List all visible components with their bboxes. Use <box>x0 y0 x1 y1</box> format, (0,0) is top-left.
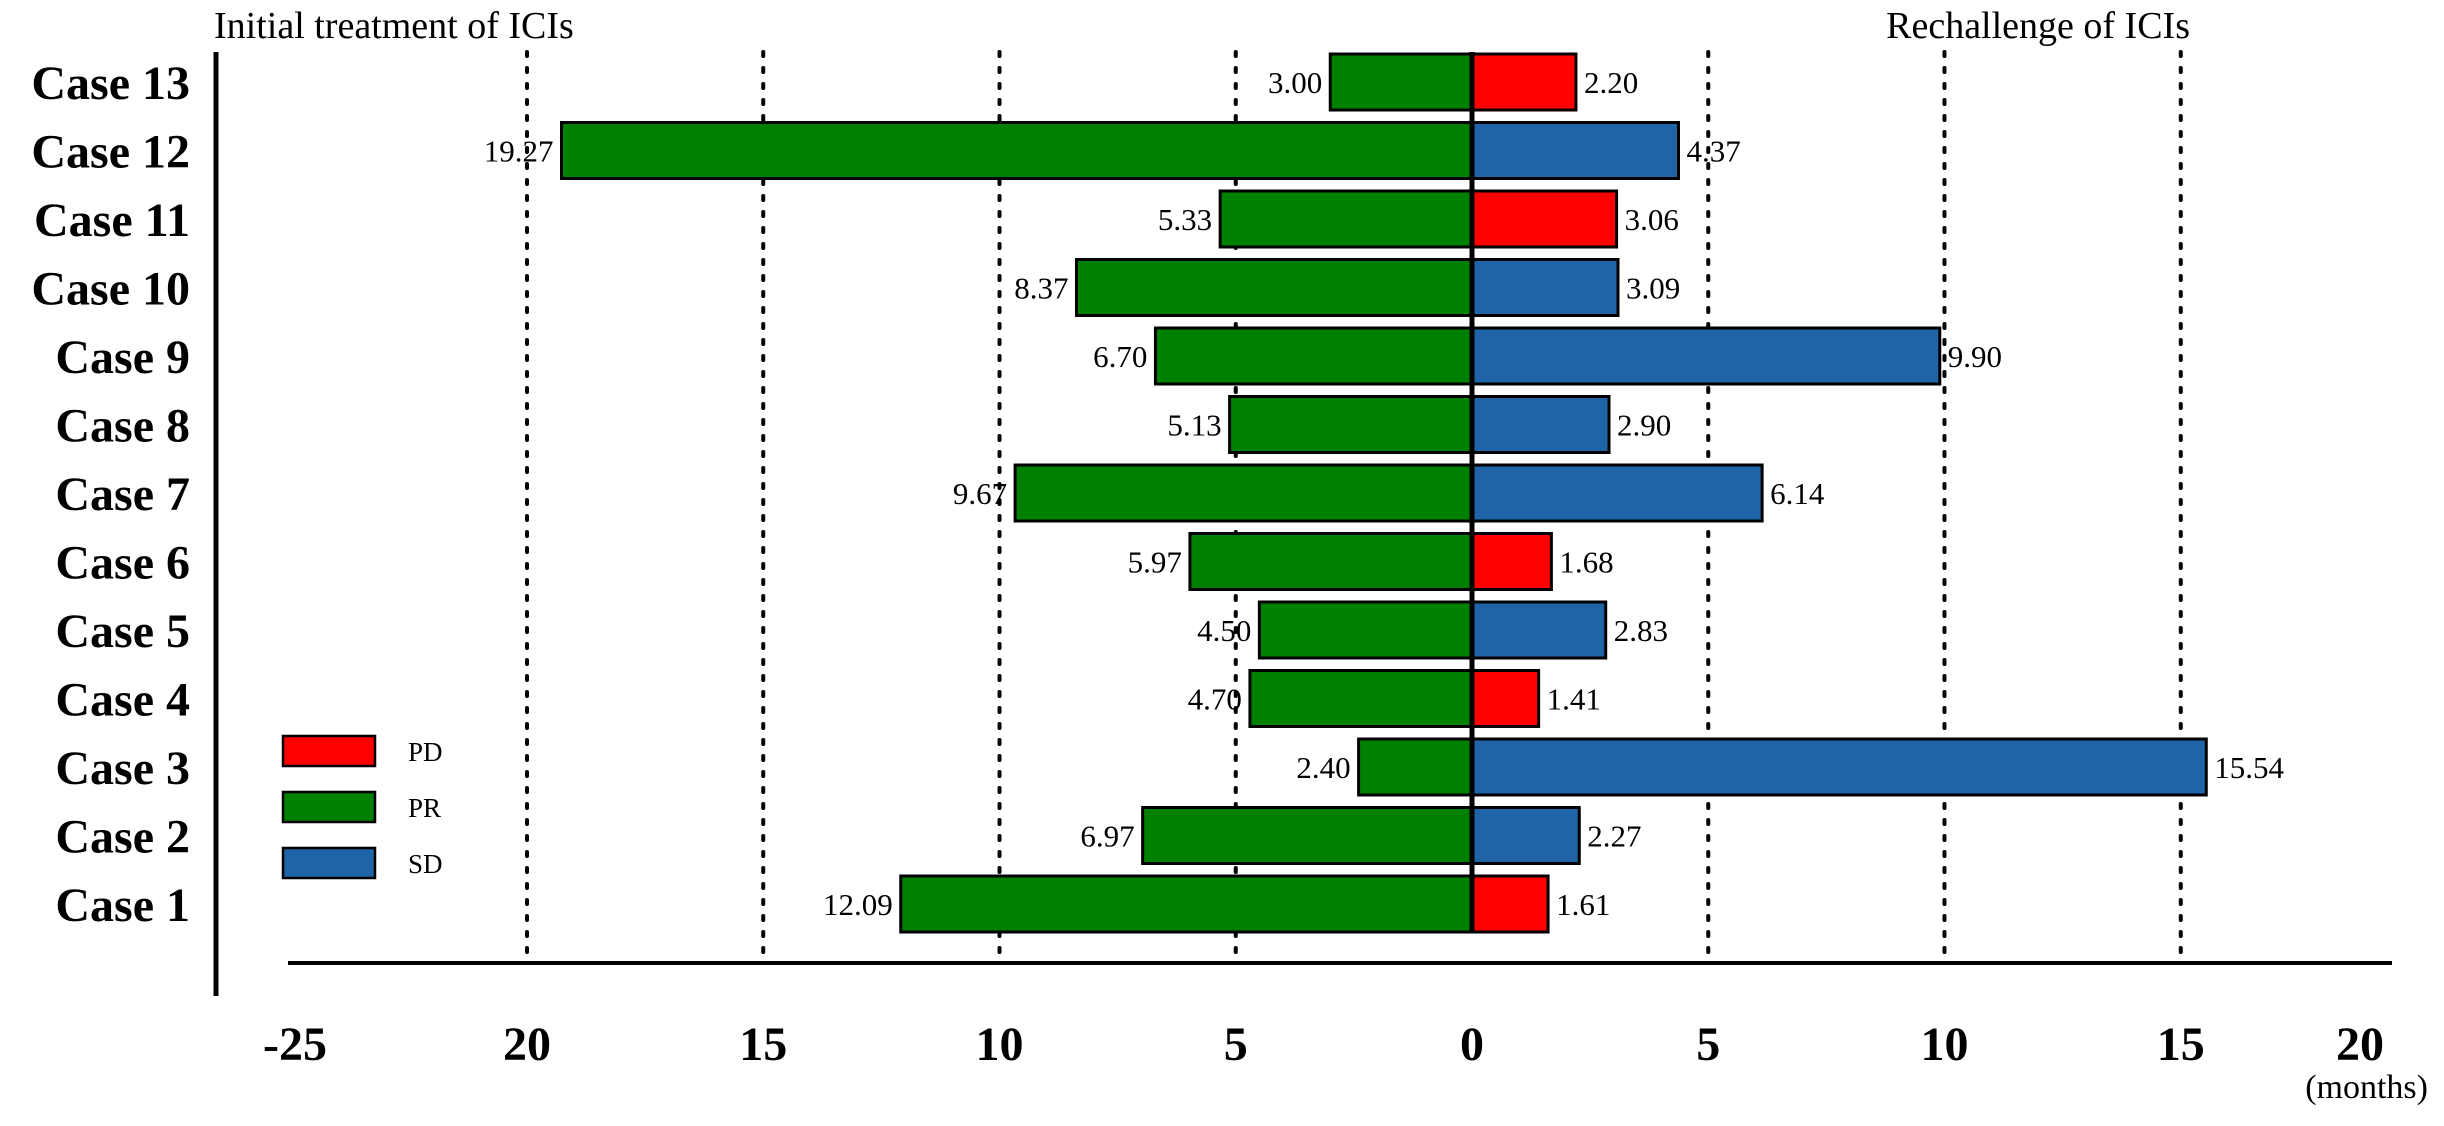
legend-label: PD <box>408 737 443 767</box>
x-tick-label: 10 <box>1921 1018 1969 1071</box>
value-label-rechallenge: 2.90 <box>1617 408 1671 443</box>
value-label-initial: 12.09 <box>823 887 893 922</box>
case-label: Case 13 <box>31 57 190 110</box>
value-label-initial: 3.00 <box>1268 65 1322 100</box>
axes <box>213 52 2392 996</box>
bar-rechallenge <box>1470 737 2208 797</box>
bar-initial <box>1257 600 1474 660</box>
bar-initial <box>1075 258 1474 317</box>
bar-rechallenge <box>1470 189 1619 249</box>
value-label-rechallenge: 2.83 <box>1614 613 1668 648</box>
bar-initial <box>899 874 1474 934</box>
value-label-rechallenge: 9.90 <box>1948 339 2002 374</box>
case-label: Case 11 <box>34 194 190 247</box>
case-label: Case 9 <box>55 331 190 384</box>
value-label-initial: 6.97 <box>1080 819 1134 854</box>
case-label: Case 7 <box>55 468 190 521</box>
x-tick-label: 10 <box>976 1018 1024 1071</box>
case-label: Case 10 <box>31 263 190 316</box>
bar-rechallenge <box>1470 258 1620 317</box>
right-title: Rechallenge of ICIs <box>1886 5 2190 47</box>
value-label-initial: 2.40 <box>1296 750 1350 785</box>
value-label-rechallenge: 6.14 <box>1770 476 1825 511</box>
bar-initial <box>559 121 1474 180</box>
case-label: Case 2 <box>55 811 190 864</box>
x-tick-label: -25 <box>263 1018 327 1071</box>
x-tick-label: 15 <box>2157 1018 2205 1071</box>
x-tick-label: 5 <box>1696 1018 1720 1071</box>
x-tick-label: 20 <box>503 1018 551 1071</box>
value-label-rechallenge: 1.61 <box>1556 887 1610 922</box>
x-tick-label: 0 <box>1460 1018 1484 1071</box>
value-label-rechallenge: 4.37 <box>1686 134 1740 169</box>
bar-initial <box>1357 737 1474 797</box>
bar-rechallenge <box>1470 395 1611 454</box>
value-label-rechallenge: 3.06 <box>1625 202 1679 237</box>
bar-rechallenge <box>1470 600 1608 660</box>
bar-rechallenge <box>1470 532 1553 591</box>
value-label-initial: 5.13 <box>1167 408 1221 443</box>
legend-label: PR <box>408 793 441 823</box>
value-label-initial: 8.37 <box>1014 271 1068 306</box>
unit-label: (months) <box>2305 1069 2428 1106</box>
value-label-initial: 6.70 <box>1093 339 1147 374</box>
value-label-rechallenge: 2.20 <box>1584 65 1638 100</box>
value-label-rechallenge: 3.09 <box>1626 271 1680 306</box>
bar-rechallenge <box>1470 806 1581 865</box>
x-tick-label: 20 <box>2336 1018 2384 1071</box>
bar-initial <box>1248 669 1474 728</box>
case-label: Case 8 <box>55 400 190 453</box>
case-label: Case 6 <box>55 537 190 590</box>
left-title: Initial treatment of ICIs <box>214 5 574 47</box>
legend: PD PR SD <box>281 734 443 880</box>
x-tick-labels: -25 20 15 10 5 0 5 10 15 20 <box>263 1018 2384 1071</box>
legend-swatch <box>281 790 377 824</box>
value-label-initial: 4.50 <box>1197 613 1251 648</box>
value-labels: 3.00 2.20 19.27 4.37 5.33 3.06 8.37 3.09 6.70 9.9… <box>484 65 2285 922</box>
case-label: Case 5 <box>55 605 190 658</box>
legend-swatch <box>281 734 377 768</box>
value-label-initial: 4.70 <box>1188 682 1242 717</box>
value-label-rechallenge: 2.27 <box>1587 819 1641 854</box>
value-label-initial: 19.27 <box>484 134 554 169</box>
x-tick-label: 5 <box>1224 1018 1248 1071</box>
bar-initial <box>1141 806 1474 865</box>
bar-rechallenge <box>1470 669 1541 728</box>
case-label: Case 12 <box>31 126 190 179</box>
case-labels: Case 13 Case 12 Case 11 Case 10 Case 9 Case 8… <box>31 57 190 932</box>
bar-rechallenge <box>1470 874 1550 934</box>
bar-initial <box>1218 189 1474 249</box>
bar-initial <box>1228 395 1474 454</box>
value-label-rechallenge: 1.68 <box>1559 545 1613 580</box>
bar-rechallenge <box>1470 463 1764 523</box>
value-label-initial: 9.67 <box>953 476 1007 511</box>
bar-initial <box>1328 52 1474 112</box>
value-label-rechallenge: 15.54 <box>2214 750 2284 785</box>
legend-swatch <box>281 846 377 880</box>
bars <box>559 52 2208 934</box>
case-label: Case 4 <box>55 674 190 727</box>
bar-rechallenge <box>1470 326 1942 386</box>
bar-initial <box>1188 532 1474 591</box>
bar-initial <box>1153 326 1474 386</box>
case-label: Case 1 <box>55 879 190 932</box>
value-label-initial: 5.33 <box>1158 202 1212 237</box>
value-label-rechallenge: 1.41 <box>1547 682 1601 717</box>
bar-rechallenge <box>1470 121 1680 180</box>
x-tick-label: 15 <box>739 1018 787 1071</box>
bar-rechallenge <box>1470 52 1578 112</box>
case-label: Case 3 <box>55 742 190 795</box>
value-label-initial: 5.97 <box>1128 545 1182 580</box>
bar-initial <box>1013 463 1474 523</box>
legend-label: SD <box>408 849 443 879</box>
